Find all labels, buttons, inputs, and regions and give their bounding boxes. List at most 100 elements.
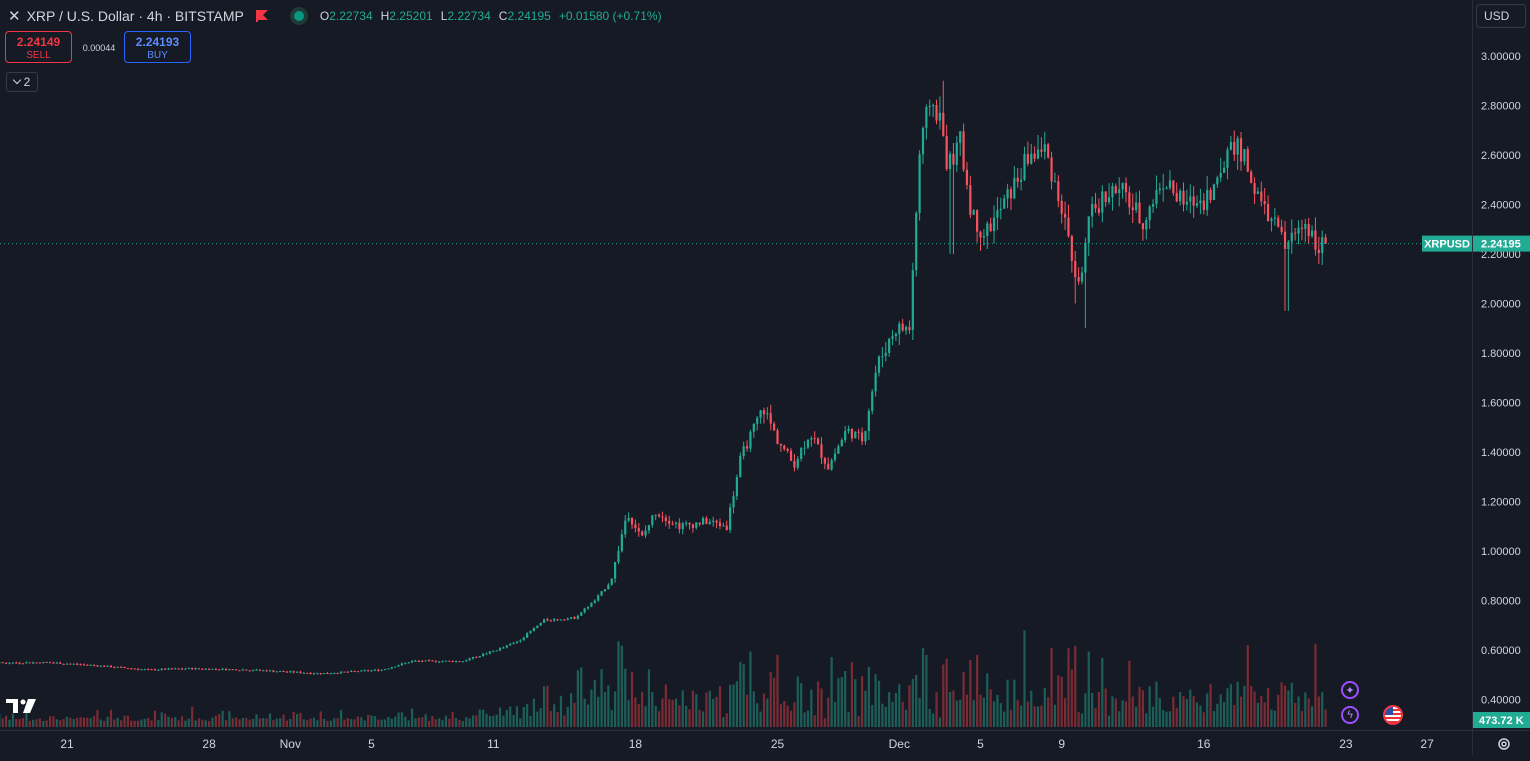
volume-bar [39,719,41,727]
candle-body [1145,220,1147,229]
candle-body [384,669,386,670]
candle-body [966,170,968,185]
candle-body [458,661,460,662]
x-tick-label: 5 [368,737,375,751]
candle-body [25,662,27,663]
volume-bar [188,719,190,727]
candle-body [607,585,609,589]
candle-body [1209,190,1211,200]
ohlc-high: H2.25201 [381,9,433,23]
candle-body [1057,181,1059,201]
tradingview-logo-icon[interactable] [6,697,40,715]
candle-body [1074,261,1076,277]
candle-body [1308,224,1310,236]
volume-bar [722,717,724,727]
volume-bar [709,691,711,727]
volume-bar [624,669,626,727]
volume-bar [347,718,349,727]
volume-bar [215,716,217,727]
volume-bar [844,671,846,727]
candle-body [1284,232,1286,249]
candle-body [245,670,247,671]
candle-body [161,669,163,670]
chart-pane[interactable]: XRPUSD [0,0,1472,730]
volume-bar [631,672,633,727]
candle-body [320,673,322,674]
volume-bar [289,719,291,727]
volume-bar [255,714,257,727]
volume-bar [925,655,927,727]
volume-bar [919,698,921,727]
candle-body [553,619,555,620]
volume-bar [641,692,643,727]
us-flag-icon[interactable] [1383,705,1403,725]
volume-bar [201,720,203,727]
volume-bar [912,679,914,727]
volume-bar [932,714,934,727]
volume-bar [1216,704,1218,727]
volume-bar [1297,696,1299,727]
indicators-toggle-button[interactable]: 2 [6,72,38,92]
volume-bar [922,648,924,727]
volume-bar [1274,711,1276,727]
candle-body [431,660,433,661]
candle-body [1030,154,1032,164]
candle-body [282,671,284,672]
candle-body [49,662,51,663]
sparkle-icon[interactable]: ✦ [1341,681,1359,699]
candle-body [533,628,535,631]
volume-bar [1101,658,1103,727]
candle-body [1047,144,1049,157]
candle-body [743,446,745,456]
candle-body [668,521,670,524]
candle-body [922,128,924,154]
volume-bar [668,699,670,727]
candle-body [414,661,416,662]
volume-bar [19,719,21,727]
volume-bar [485,714,487,727]
volume-bar [878,681,880,727]
candle-body [1132,207,1134,210]
candle-body [580,612,582,616]
candle-body [1281,227,1283,232]
flag-icon[interactable] [256,10,268,22]
candle-body [550,621,552,622]
volume-bar [1223,702,1225,727]
candle-body [1061,201,1063,214]
candle-body [1196,203,1198,205]
candle-body [1088,216,1090,242]
currency-select[interactable]: USD [1476,4,1526,28]
lightning-icon[interactable]: ϟ [1341,706,1359,724]
volume-bar [262,718,264,727]
volume-bar [326,721,328,727]
buy-button[interactable]: 2.24193 BUY [124,31,191,63]
volume-bar [1074,646,1076,727]
volume-bar [123,716,125,727]
candle-body [1023,154,1025,180]
candle-body [69,664,71,665]
volume-bar [678,705,680,727]
candle-body [479,656,481,657]
symbol-title[interactable]: XRP / U.S. Dollar · 4h · BITSTAMP [27,8,244,24]
volume-bar [1186,699,1188,727]
close-icon[interactable]: ✕ [8,7,21,25]
volume-bar [137,721,139,727]
candle-body [218,669,220,670]
candle-body [634,525,636,529]
volume-bar [370,715,372,727]
candle-body [1250,172,1252,183]
volume-bar [732,684,734,727]
candle-body [441,661,443,662]
volume-bar [1054,705,1056,727]
gear-icon[interactable] [1494,734,1514,754]
volume-bar [279,718,281,727]
volume-bar [858,716,860,727]
volume-bar [807,711,809,727]
sell-button[interactable]: 2.24149 SELL [5,31,72,63]
candle-body [1098,208,1100,212]
volume-bar [875,674,877,727]
candle-body [847,429,849,431]
price-chart[interactable]: XRPUSD [0,0,1472,730]
